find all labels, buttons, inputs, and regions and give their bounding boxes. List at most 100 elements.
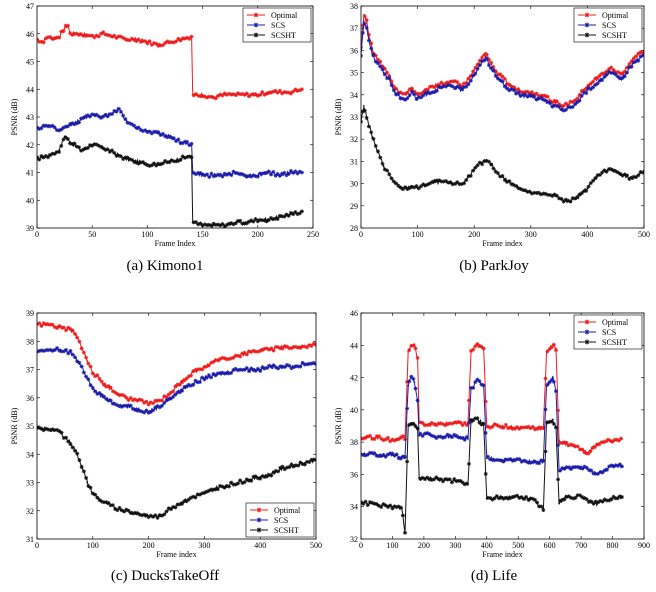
data-point: [529, 191, 532, 194]
legend-marker: [584, 22, 590, 28]
x-tick-label: 600: [544, 541, 556, 550]
data-point: [303, 362, 306, 365]
data-point: [103, 501, 105, 504]
data-point: [69, 141, 72, 143]
y-tick-label: 43: [26, 113, 34, 122]
data-point: [225, 484, 228, 487]
data-point: [245, 93, 248, 96]
data-point: [80, 365, 83, 368]
data-point: [158, 405, 161, 408]
y-tick-label: 35: [350, 69, 358, 78]
data-point: [501, 425, 504, 427]
data-point: [371, 136, 374, 138]
data-point: [41, 41, 44, 43]
data-point: [388, 173, 391, 176]
data-point: [413, 381, 416, 384]
data-point: [388, 73, 391, 76]
data-point: [270, 473, 273, 475]
data-point: [278, 174, 281, 177]
y-tick-label: 36: [26, 394, 34, 403]
data-point: [168, 41, 171, 43]
data-point: [484, 51, 487, 54]
data-point: [517, 459, 520, 461]
data-point: [377, 62, 379, 65]
data-point: [552, 193, 555, 196]
data-point: [611, 439, 614, 442]
y-tick-label: 42: [350, 374, 358, 383]
data-point: [170, 396, 172, 399]
data-point: [113, 110, 116, 113]
data-point: [575, 98, 577, 101]
data-point: [63, 27, 66, 30]
data-point: [485, 497, 488, 500]
data-point: [103, 396, 105, 399]
data-point: [490, 62, 493, 65]
y-tick-label: 35: [26, 422, 34, 431]
data-point: [428, 87, 430, 90]
data-point: [292, 346, 295, 348]
data-point: [490, 162, 493, 165]
data-point: [125, 509, 128, 512]
data-point: [542, 460, 545, 463]
series-scs: [37, 106, 304, 180]
data-point: [225, 371, 228, 374]
y-tick-label: 36: [350, 470, 358, 479]
y-tick-label: 29: [350, 202, 358, 211]
data-point: [147, 402, 150, 405]
data-point: [69, 329, 72, 331]
data-point: [564, 467, 567, 469]
data-point: [301, 171, 303, 174]
data-point: [611, 497, 614, 500]
x-tick-label: 200: [468, 230, 480, 239]
legend-label: SCSHT: [271, 31, 296, 40]
data-point: [301, 210, 303, 213]
x-tick-label: 700: [575, 541, 587, 550]
data-point: [394, 91, 396, 94]
data-point: [248, 478, 250, 481]
x-axis-title: Frame index: [156, 550, 196, 559]
x-tick-label: 100: [412, 230, 424, 239]
data-point: [91, 143, 94, 146]
data-point: [158, 515, 161, 518]
panel-caption: (a) Kimono1: [126, 258, 203, 274]
legend-item: SCS: [250, 516, 288, 525]
data-point: [394, 87, 396, 90]
data-point: [545, 350, 548, 353]
data-point: [454, 479, 457, 482]
data-point: [179, 141, 182, 143]
data-point: [391, 505, 394, 508]
data-point: [157, 132, 160, 135]
data-point: [470, 350, 472, 353]
data-point: [495, 71, 498, 74]
x-tick-label: 900: [638, 541, 650, 550]
y-tick-label: 47: [26, 2, 34, 11]
data-point: [621, 465, 623, 468]
legend-label: SCS: [602, 21, 616, 30]
data-point: [303, 346, 306, 348]
data-point: [124, 157, 127, 160]
data-point: [124, 118, 127, 121]
data-point: [399, 96, 402, 98]
data-point: [136, 512, 139, 515]
data-point: [450, 85, 453, 87]
data-point: [236, 354, 239, 357]
y-tick-label: 40: [26, 196, 34, 205]
x-tick-label: 200: [418, 541, 430, 550]
data-point: [86, 481, 89, 484]
data-point: [58, 35, 60, 38]
data-point: [80, 464, 83, 467]
data-point: [91, 35, 94, 38]
data-point: [405, 93, 408, 96]
data-point: [170, 507, 172, 509]
data-point: [281, 365, 284, 368]
data-point: [439, 87, 442, 90]
data-point: [478, 162, 481, 165]
data-point: [259, 475, 262, 478]
legend-item: SCS: [578, 21, 616, 30]
data-point: [407, 350, 410, 353]
y-tick-label: 45: [26, 58, 34, 67]
data-point: [558, 502, 560, 505]
legend-label: Optimal: [602, 318, 629, 327]
data-point: [124, 38, 127, 41]
data-point: [375, 436, 378, 439]
